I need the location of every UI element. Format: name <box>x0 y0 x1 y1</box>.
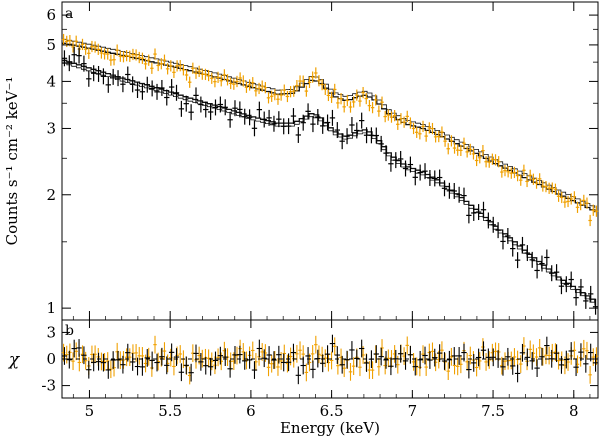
y-tick-label: 3 <box>46 119 56 137</box>
spectrum-panel: 1 2 3 4 5 6 <box>46 1 599 321</box>
panel-b-label: b <box>65 323 74 339</box>
data-points-group <box>61 33 599 227</box>
y-tick-label: 4 <box>46 72 56 90</box>
panel-a-frame <box>61 1 599 321</box>
x-tick-label: 6.5 <box>320 402 344 420</box>
x-tick-label: 7.5 <box>481 402 505 420</box>
y-tick-label: 0 <box>46 350 56 368</box>
panel-a-label: a <box>65 6 73 22</box>
y-tick-label: 5 <box>46 36 56 54</box>
x-tick-label: 5.5 <box>158 402 182 420</box>
y-axis-label-chi: χ <box>8 350 21 370</box>
x-tick-label: 8 <box>569 402 579 420</box>
y-tick-label: 6 <box>46 6 56 24</box>
y-tick-label: -3 <box>41 377 56 395</box>
data-points-group <box>61 46 599 315</box>
residual-points-group <box>61 334 599 385</box>
x-tick-label: 6 <box>246 402 256 420</box>
y-tick-label: 2 <box>46 186 56 204</box>
residual-panel: 3 0 -3 5 5.5 6 6.5 7 7.5 8 <box>41 319 599 420</box>
x-axis-label-energy: Energy (keV) <box>280 419 380 437</box>
model-line-secondary <box>62 38 596 209</box>
x-tick-label: 7 <box>408 402 418 420</box>
y-axis-label-counts: Counts s⁻¹ cm⁻² keV⁻¹ <box>3 77 21 246</box>
x-tick-label: 5 <box>85 402 95 420</box>
y-tick-label: 1 <box>46 299 56 317</box>
y-tick-label: 3 <box>46 323 56 341</box>
